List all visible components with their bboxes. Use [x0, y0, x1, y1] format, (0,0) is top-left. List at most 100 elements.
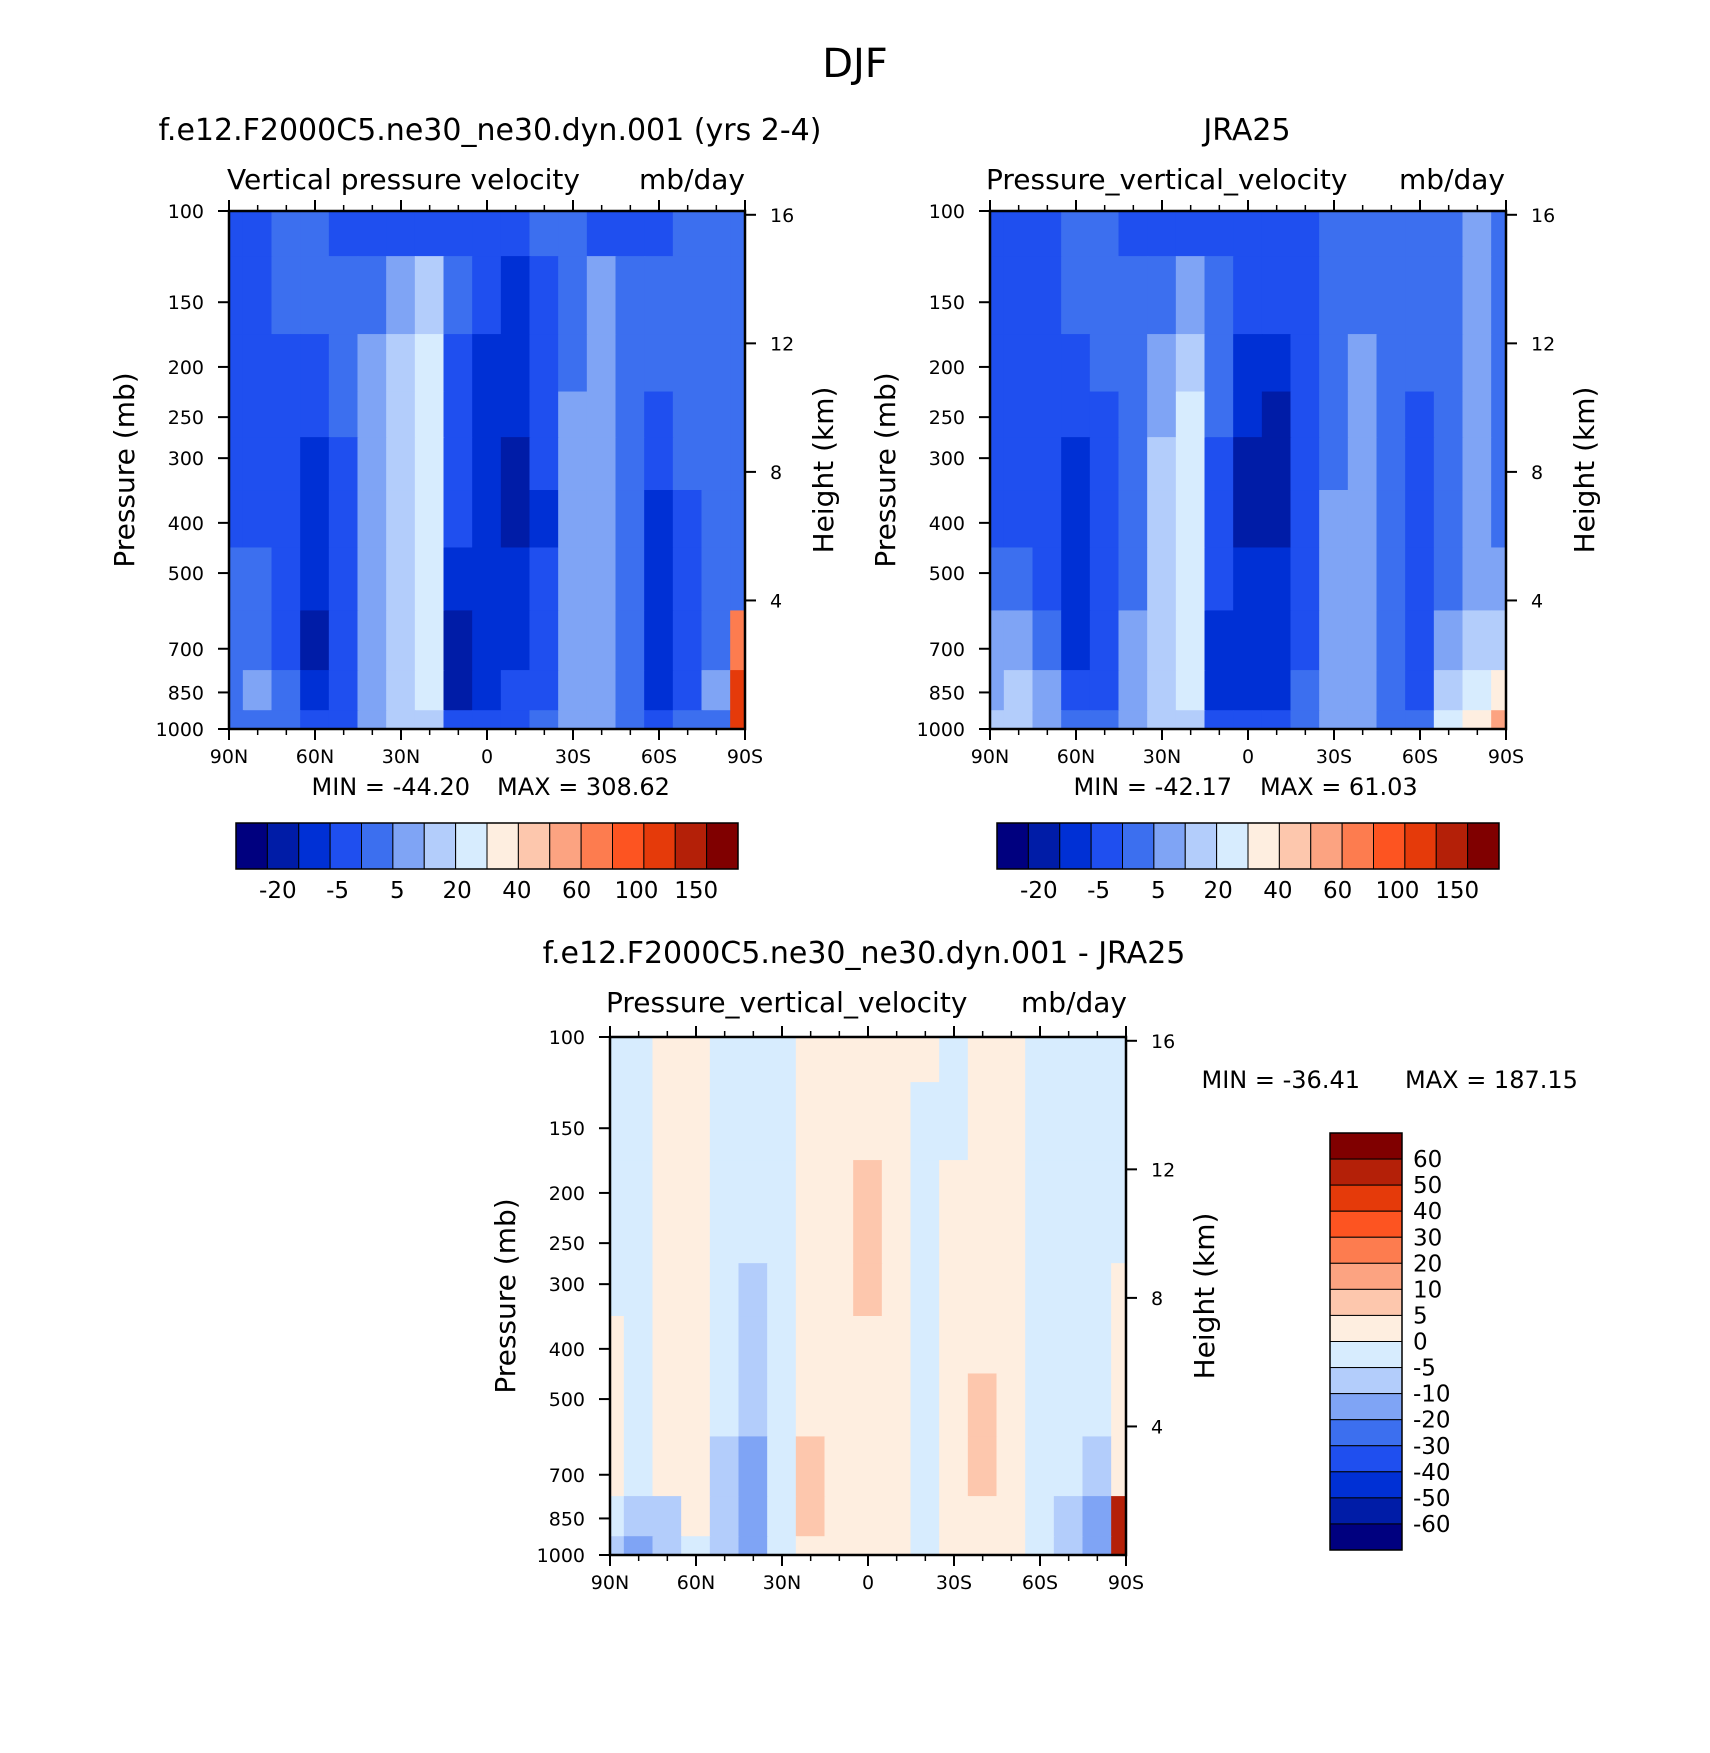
obs-cell — [1376, 391, 1407, 439]
model-cell — [443, 710, 474, 729]
diff-cell — [939, 1536, 969, 1555]
diff-cell — [767, 1082, 797, 1162]
diff-field — [610, 1037, 1126, 1555]
panel-diff: f.e12.F2000C5.ne30_ne30.dyn.001 - JRA25 … — [489, 936, 1578, 1594]
diff-colorbar-label: -60 — [1413, 1512, 1451, 1538]
diff-cell — [910, 1217, 941, 1265]
diff-cell — [1111, 1217, 1126, 1265]
diff-cell — [795, 1263, 826, 1318]
model-cell — [472, 670, 502, 712]
diff-cell — [996, 1217, 1027, 1265]
model-cell — [443, 670, 474, 712]
diff-xtick-label: 60N — [677, 1572, 715, 1594]
model-cell — [615, 211, 646, 258]
diff-ytick-label: 850 — [549, 1508, 585, 1530]
diff-cell — [1082, 1536, 1113, 1555]
obs-cell — [1204, 547, 1235, 612]
model-colorbar-box — [235, 822, 268, 870]
diff-cell — [1082, 1160, 1113, 1219]
obs-cell — [1061, 710, 1091, 729]
model-cell — [386, 256, 416, 336]
obs-cell — [1347, 334, 1378, 393]
model-colorbar-box — [298, 822, 331, 870]
obs-cell — [1319, 670, 1349, 712]
obs-colorbar-box — [1247, 822, 1280, 870]
diff-ytick-label: 400 — [549, 1339, 585, 1361]
diff-cell — [738, 1217, 769, 1265]
obs-cell — [1405, 391, 1435, 439]
model-ytick-label: 150 — [168, 292, 204, 314]
model-colorbar-box — [612, 822, 645, 870]
model-cell — [242, 334, 273, 393]
obs-cell — [1204, 490, 1235, 549]
diff-cell — [610, 1536, 625, 1555]
model-cell — [586, 391, 617, 439]
diff-cell — [967, 1082, 998, 1162]
obs-cell — [1347, 437, 1378, 492]
obs-cell — [1433, 710, 1464, 729]
model-colorbar-label: 40 — [502, 878, 531, 904]
obs-cell — [1089, 547, 1120, 612]
obs-y2tick-label: 4 — [1531, 590, 1543, 612]
obs-cell — [1089, 670, 1120, 712]
model-cell — [472, 437, 502, 492]
diff-ytick-label: 250 — [549, 1233, 585, 1255]
model-cell — [615, 710, 646, 729]
diff-colorbar-box — [1329, 1419, 1403, 1447]
diff-cell — [795, 1082, 826, 1162]
diff-xtick-label: 60S — [1022, 1572, 1058, 1594]
diff-cell — [996, 1037, 1027, 1084]
obs-cell — [1347, 490, 1378, 549]
obs-colorbar-box — [1216, 822, 1249, 870]
diff-cell — [910, 1436, 941, 1498]
obs-cell — [1089, 437, 1120, 492]
model-y2tick-label: 16 — [770, 205, 794, 227]
obs-cell — [1462, 256, 1493, 336]
panel-obs-title: JRA25 — [1201, 113, 1290, 148]
model-colorbar-label: 5 — [390, 878, 405, 904]
panel-model-title: f.e12.F2000C5.ne30_ne30.dyn.001 (yrs 2-4… — [159, 113, 822, 148]
diff-cell — [996, 1160, 1027, 1219]
diff-cell — [652, 1436, 683, 1498]
obs-cell — [990, 710, 1005, 729]
diff-colorbar-box — [1329, 1132, 1403, 1160]
obs-cell — [1118, 610, 1149, 672]
obs-cell — [1118, 490, 1149, 549]
model-cell — [500, 610, 531, 672]
diff-cell — [853, 1496, 883, 1538]
panel-diff-plot: 90N 60N 30N 0 30S 60S 90S 100 150 200 250 300 400 500… — [489, 1026, 1221, 1594]
diff-cell — [910, 1316, 941, 1375]
obs-ytick-label: 100 — [929, 201, 965, 223]
diff-cell — [652, 1160, 683, 1219]
model-cell — [229, 437, 244, 492]
model-colorbar-box — [580, 822, 613, 870]
diff-cell — [939, 1263, 969, 1318]
model-cell — [443, 490, 474, 549]
diff-colorbar-box — [1329, 1471, 1403, 1499]
diff-cell — [910, 1263, 941, 1318]
diff-cell — [623, 1160, 654, 1219]
diff-cell — [824, 1373, 855, 1438]
panel-obs-variable: Pressure_vertical_velocity — [986, 163, 1347, 196]
obs-cell — [1462, 490, 1493, 549]
obs-cell — [1376, 547, 1407, 612]
model-ytick-label: 250 — [168, 407, 204, 429]
model-cell — [558, 710, 588, 729]
obs-cell — [1089, 256, 1120, 336]
diff-xtick-label: 90N — [591, 1572, 629, 1594]
obs-cell — [1462, 334, 1493, 393]
model-cell — [558, 391, 588, 439]
model-cell — [730, 211, 745, 258]
diff-colorbar-label: 0 — [1413, 1330, 1428, 1356]
model-ytick-label: 500 — [168, 563, 204, 585]
diff-cell — [1111, 1496, 1126, 1538]
model-colorbar-box — [549, 822, 582, 870]
diff-cell — [996, 1496, 1027, 1538]
model-cell — [386, 334, 416, 393]
model-cell — [300, 334, 330, 393]
model-cell — [672, 490, 703, 549]
obs-cell — [1175, 547, 1206, 612]
diff-colorbar-box — [1329, 1158, 1403, 1186]
panel-diff-max: MAX = 187.15 — [1405, 1066, 1578, 1094]
obs-cell — [1032, 256, 1063, 336]
